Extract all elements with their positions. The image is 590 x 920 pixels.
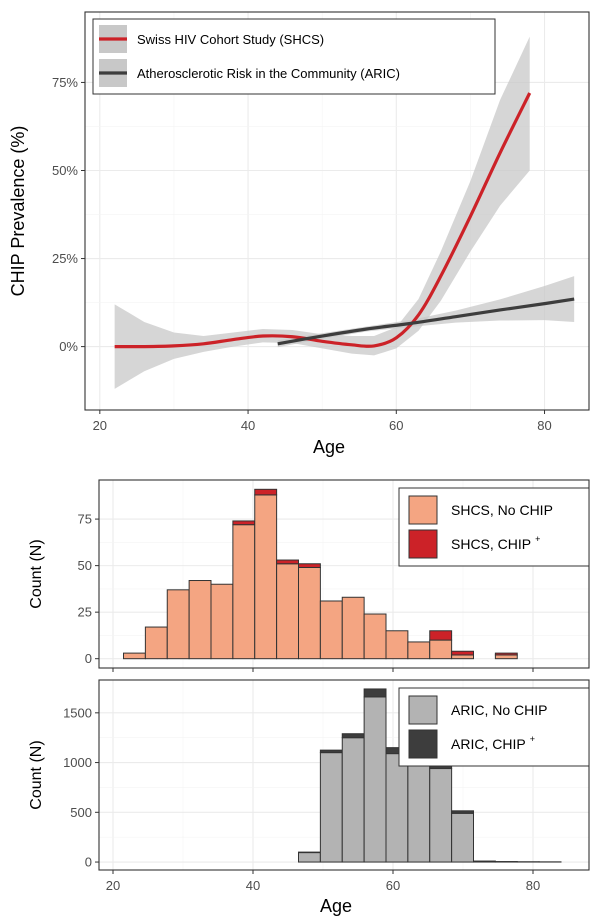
x-tick-label: 80	[537, 418, 551, 433]
y-tick-label: 0%	[59, 339, 78, 354]
x-tick-label: 20	[106, 878, 120, 893]
bar-no-chip	[451, 812, 474, 863]
bar-chip-positive	[451, 650, 474, 656]
series-line-aric	[277, 297, 575, 346]
legend-key	[408, 529, 438, 559]
y-tick-label: 75%	[52, 75, 78, 90]
legend-box	[92, 18, 496, 95]
chart-panel-2: 0 25 50 75 Count (N) SHCS, No CHIP SHCS, CHIP +	[28, 479, 590, 672]
legend-key	[408, 495, 438, 525]
bar-no-chip	[254, 494, 278, 660]
y-tick-label: 50	[78, 558, 92, 573]
bar-no-chip	[407, 754, 431, 863]
x-tick-label: 40	[246, 878, 260, 893]
x-tick-label: 60	[389, 418, 403, 433]
bar-no-chip	[319, 752, 343, 863]
legend-key	[408, 695, 438, 725]
bar-chip-positive	[341, 733, 365, 739]
bar-no-chip	[298, 566, 321, 660]
bar-no-chip	[385, 630, 409, 660]
chart-panel-1: 0% 25% 50% 75% 20 40 60 80 CHIP Prevalence (%) Ag…	[8, 11, 590, 457]
bar-chip-positive	[232, 520, 256, 526]
panel-border	[98, 679, 590, 871]
y-axis-title: Count (N)	[28, 740, 45, 809]
x-tick-label: 60	[386, 878, 400, 893]
legend-label: ARIC, CHIP	[451, 736, 526, 752]
bar-chip-positive	[429, 630, 453, 641]
y-tick-label: 25%	[52, 251, 78, 266]
legend-label: Swiss HIV Cohort Study (SHCS)	[137, 32, 324, 47]
legend: SHCS, No CHIP SHCS, CHIP +	[398, 487, 590, 567]
bar-no-chip	[210, 583, 234, 660]
y-axis-title: CHIP Prevalence (%)	[8, 126, 28, 297]
bar-no-chip	[385, 753, 409, 863]
bar-chip-positive	[254, 488, 278, 496]
y-tick-label: 500	[70, 805, 92, 820]
bar-no-chip	[429, 639, 453, 660]
legend-label: SHCS, No CHIP	[451, 502, 553, 518]
legend-key	[408, 729, 438, 759]
series-line-shcs	[114, 92, 532, 349]
bar-no-chip	[341, 596, 365, 660]
bar-no-chip	[363, 696, 387, 863]
bar-chip-positive	[363, 688, 387, 698]
bar-no-chip	[341, 737, 365, 863]
y-tick-label: 0	[85, 855, 92, 870]
bar-no-chip	[166, 589, 190, 660]
bar-chip-positive	[298, 563, 321, 568]
y-axis-title: Count (N)	[28, 539, 45, 608]
bar-no-chip	[188, 580, 212, 660]
confidence-band-aric	[277, 276, 575, 348]
bar-chip-positive	[494, 652, 518, 656]
legend-label: Atherosclerotic Risk in the Community (A…	[137, 66, 400, 81]
legend-label: SHCS, CHIP	[451, 536, 531, 552]
x-tick-label: 20	[93, 418, 107, 433]
chart-panel-3: 0 500 1000 1500 20 40 60 80 Count (N) Age ARIC, No…	[28, 679, 590, 916]
bar-no-chip	[494, 654, 518, 660]
y-tick-label: 1500	[63, 705, 92, 720]
bar-chip-positive	[473, 860, 496, 863]
x-tick-label: 80	[526, 878, 540, 893]
bar-no-chip	[144, 626, 168, 660]
panel-border	[84, 11, 590, 411]
bar-no-chip	[123, 652, 146, 660]
x-axis-title: Age	[313, 437, 345, 457]
legend-label: ARIC, No CHIP	[451, 702, 547, 718]
legend-superscript: +	[535, 534, 540, 544]
bar-no-chip	[232, 524, 256, 660]
bar-no-chip	[298, 852, 321, 863]
bar-no-chip	[363, 613, 387, 660]
y-tick-label: 50%	[52, 163, 78, 178]
panel-border	[98, 479, 590, 669]
y-tick-label: 25	[78, 605, 92, 620]
x-tick-label: 40	[241, 418, 255, 433]
legend: Swiss HIV Cohort Study (SHCS) Atheroscler…	[92, 18, 496, 95]
bar-chip-positive	[451, 810, 474, 814]
legend: ARIC, No CHIP ARIC, CHIP +	[398, 687, 590, 767]
y-tick-label: 75	[78, 512, 92, 527]
bar-no-chip	[319, 600, 343, 660]
y-tick-label: 0	[85, 651, 92, 666]
bar-chip-positive	[319, 749, 343, 754]
x-axis-title: Age	[320, 896, 352, 916]
bar-no-chip	[407, 641, 431, 660]
bar-no-chip	[451, 654, 474, 660]
y-tick-label: 1000	[63, 755, 92, 770]
bar-chip-positive	[276, 559, 299, 565]
bar-no-chip	[276, 563, 299, 660]
legend-superscript: +	[530, 734, 535, 744]
bar-no-chip	[429, 768, 453, 863]
